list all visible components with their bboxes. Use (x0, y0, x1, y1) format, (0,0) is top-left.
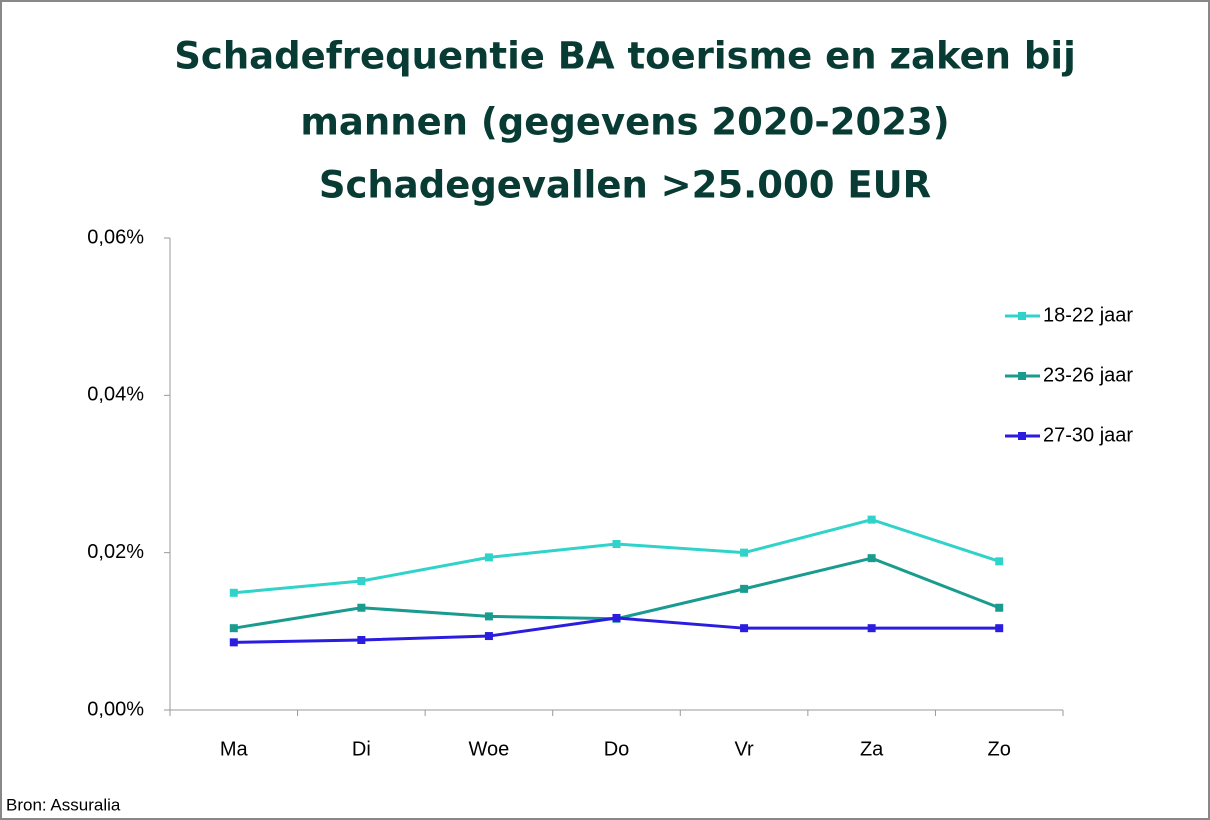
y-tick-label: 0,00% (87, 698, 144, 720)
marker (995, 603, 1004, 612)
marker (357, 603, 366, 612)
chart-title: Schadefrequentie BA toerisme en zaken bi… (174, 35, 1076, 78)
x-tick-label: Vr (734, 738, 754, 760)
legend-label: 18-22 jaar (1043, 304, 1133, 326)
legend-marker (1018, 432, 1026, 440)
marker (484, 632, 493, 641)
marker (484, 553, 493, 562)
marker (740, 548, 749, 557)
marker (612, 613, 621, 622)
marker (612, 540, 621, 549)
x-tick-label: Zo (988, 738, 1011, 760)
marker (740, 584, 749, 593)
chart-title: mannen (gegevens 2020-2023) (300, 101, 949, 144)
y-tick-label: 0,02% (87, 541, 144, 563)
marker (484, 612, 493, 621)
marker (740, 624, 749, 633)
legend-marker (1018, 312, 1026, 320)
marker (357, 576, 366, 585)
legend-marker (1018, 372, 1026, 380)
y-tick-label: 0,06% (87, 226, 144, 248)
x-tick-label: Za (860, 738, 884, 760)
x-tick-label: Do (604, 738, 630, 760)
source: Bron: Assuralia (6, 795, 121, 814)
marker (357, 635, 366, 644)
marker (867, 554, 876, 563)
marker (995, 557, 1004, 566)
marker (229, 588, 238, 597)
legend-label: 23-26 jaar (1043, 364, 1133, 386)
marker (867, 515, 876, 524)
legend-label: 27-30 jaar (1043, 424, 1133, 446)
marker (229, 638, 238, 647)
x-tick-label: Di (352, 738, 371, 760)
y-tick-label: 0,04% (87, 384, 144, 406)
chart-subtitle: Schadegevallen >25.000 EUR (319, 164, 931, 207)
x-tick-label: Woe (469, 738, 510, 760)
marker (229, 624, 238, 633)
marker (995, 624, 1004, 633)
marker (867, 624, 876, 633)
x-tick-label: Ma (220, 738, 249, 760)
